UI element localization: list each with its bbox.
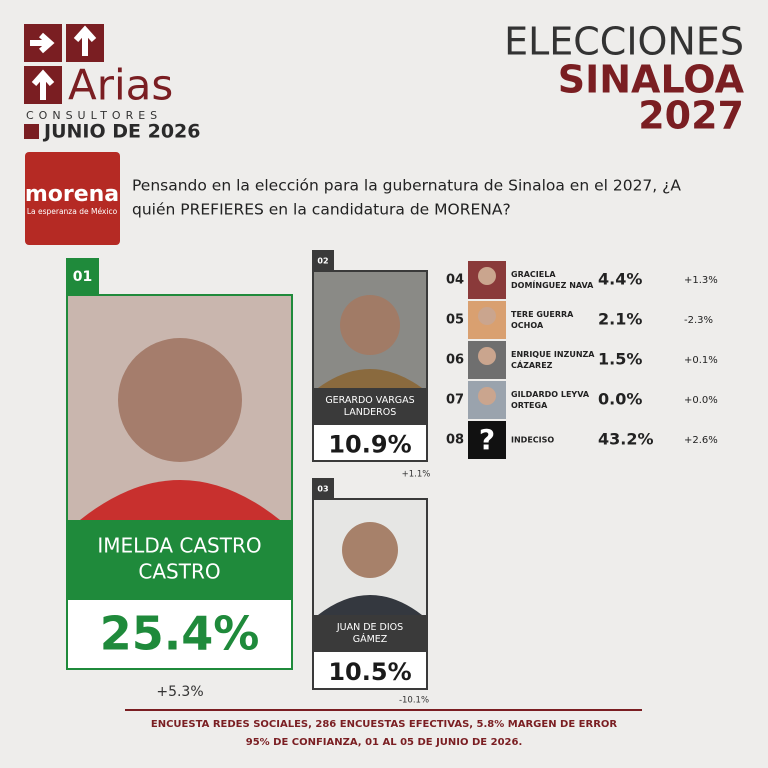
candidate-value: 0.0%: [598, 390, 642, 409]
candidate-value: 43.2%: [598, 430, 654, 449]
logo-icons: [24, 24, 104, 139]
candidate-value: 10.5%: [328, 658, 411, 686]
candidate-value: 10.9%: [328, 431, 411, 459]
value-box: [312, 652, 428, 690]
card-border: [312, 270, 428, 462]
candidate-name: GILDARDO LEYVA: [511, 390, 590, 399]
candidate-change: +1.1%: [402, 470, 431, 480]
party-name: morena: [25, 182, 119, 207]
photo-placeholders: [67, 271, 427, 615]
candidate-name: ORTEGA: [511, 401, 548, 410]
candidate-name: JUAN DE DIOS: [336, 622, 403, 633]
question: Pensando en la elección para la gubernat…: [132, 177, 681, 195]
candidate-change: +5.3%: [156, 684, 203, 700]
title-line: ELECCIONES: [504, 20, 744, 64]
photo-face: [478, 387, 496, 405]
candidate-value: 1.5%: [598, 350, 642, 369]
value-box: [312, 425, 428, 462]
card-border: [66, 294, 293, 670]
brand-sub: CONSULTORES: [26, 109, 162, 122]
candidate-name: CASTRO: [138, 560, 220, 584]
candidate-name: OCHOA: [511, 321, 544, 330]
icon: ?: [479, 423, 495, 456]
rank: 02: [317, 257, 328, 266]
candidate-change: -2.3%: [684, 315, 713, 326]
name-band: [66, 520, 293, 600]
candidate-name: GÁMEZ: [353, 633, 388, 645]
candidate-name: INDECISO: [511, 436, 554, 445]
brand: Arias: [68, 61, 173, 110]
card-border: [312, 498, 428, 690]
footer: ENCUESTA REDES SOCIALES, 286 ENCUESTAS E…: [151, 719, 618, 730]
candidate-change: +1.3%: [684, 275, 718, 286]
photo-face: [478, 307, 496, 325]
candidate-value: 4.4%: [598, 270, 642, 289]
candidate-change: -10.1%: [399, 696, 429, 706]
name-band: [312, 615, 428, 652]
question: quién PREFIERES en la candidatura de MOR…: [132, 201, 511, 219]
candidate-name: TERE GUERRA: [511, 310, 574, 319]
candidate-value: 2.1%: [598, 310, 642, 329]
name-band: [312, 388, 428, 425]
icon-box: [468, 421, 506, 459]
rank-tab: [312, 250, 334, 270]
date: JUNIO DE 2026: [42, 121, 200, 143]
candidate-name: DOMÍNGUEZ NAVA: [511, 279, 594, 290]
rank: 05: [446, 313, 464, 328]
candidate-name: ENRIQUE INZUNZA: [511, 350, 595, 359]
candidate-change: +0.0%: [684, 395, 718, 406]
title-line: 2027: [638, 94, 744, 138]
rank: 01: [73, 269, 92, 285]
rank: 08: [446, 433, 464, 448]
rank: 04: [446, 273, 464, 288]
candidate-name: GERARDO VARGAS: [325, 395, 414, 406]
candidate-change: +0.1%: [684, 355, 718, 366]
rank-tab: [312, 478, 334, 498]
footer: 95% DE CONFIANZA, 01 AL 05 DE JUNIO DE 2…: [246, 737, 523, 748]
candidate-name: GRACIELA: [511, 270, 556, 279]
party-logo: [25, 152, 120, 245]
title-line: SINALOA: [558, 58, 745, 102]
rank: 03: [317, 485, 328, 494]
rank-tab: [66, 258, 99, 294]
candidate-name: CÁZAREZ: [511, 359, 553, 370]
photo-face: [478, 267, 496, 285]
party-tagline: La esperanza de México: [27, 207, 118, 216]
candidate-name: LANDEROS: [344, 407, 397, 418]
value-box: [66, 600, 293, 670]
rank: 06: [446, 353, 464, 368]
candidate-change: +2.6%: [684, 435, 718, 446]
candidate-value: 25.4%: [100, 607, 260, 661]
candidate-name: IMELDA CASTRO: [97, 534, 261, 558]
photo-face: [478, 347, 496, 365]
rank: 07: [446, 393, 464, 408]
